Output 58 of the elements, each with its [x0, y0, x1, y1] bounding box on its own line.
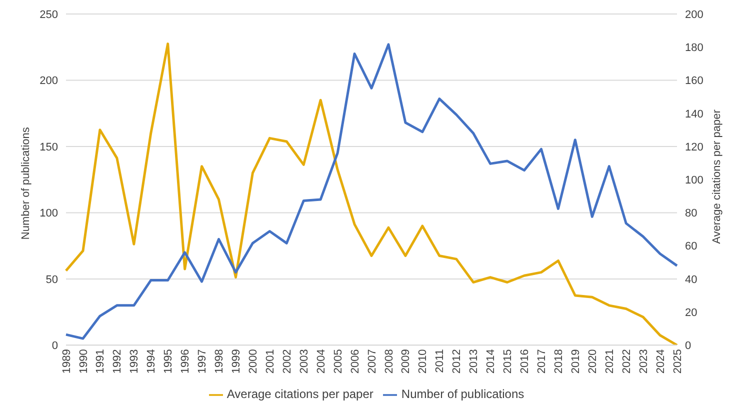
- y2-tick-label: 180: [685, 42, 704, 54]
- x-tick-label: 2002: [281, 349, 294, 374]
- x-tick-label: 2013: [468, 349, 480, 374]
- y2-tick-label: 0: [685, 340, 692, 352]
- x-tick-label: 2019: [570, 349, 582, 374]
- y-axis-title: Number of publications: [20, 126, 32, 240]
- x-tick-label: 2017: [536, 349, 548, 374]
- x-tick-label: 1990: [78, 349, 90, 374]
- y2-tick-label: 40: [685, 274, 698, 286]
- y2-axis-title: Average citations per paper: [710, 109, 723, 244]
- x-tick-label: 1998: [214, 349, 226, 374]
- x-tick-label: 2007: [366, 349, 378, 374]
- y2-tick-label: 160: [685, 75, 704, 88]
- y2-tick-label: 80: [685, 208, 698, 220]
- x-tick-label: 2018: [553, 349, 566, 374]
- x-tick-label: 2024: [654, 349, 667, 374]
- x-tick-label: 2016: [519, 349, 532, 374]
- x-tick-label: 2008: [383, 349, 396, 374]
- y2-tick-label: 60: [685, 240, 698, 253]
- x-tick-label: 2014: [485, 349, 498, 374]
- x-tick-label: 2023: [638, 349, 650, 374]
- x-tick-label: 2022: [620, 349, 633, 374]
- x-tick-label: 2020: [586, 349, 599, 374]
- x-tick-label: 1991: [94, 349, 107, 374]
- y2-tick-label: 140: [685, 108, 704, 120]
- x-tick-label: 2005: [332, 349, 344, 374]
- x-tick-label: 1999: [230, 349, 243, 374]
- y-tick-label: 0: [52, 340, 58, 352]
- x-tick-label: 1989: [60, 349, 73, 374]
- x-tick-label: 2009: [400, 349, 412, 374]
- x-tick-label: 1997: [196, 349, 209, 374]
- legend-label: Average citations per paper: [226, 387, 374, 402]
- x-tick-label: 1996: [180, 349, 192, 374]
- y2-tick-label: 200: [685, 8, 704, 21]
- x-tick-label: 1995: [162, 349, 175, 374]
- x-tick-label: 2001: [264, 349, 276, 374]
- x-tick-label: 1992: [112, 349, 124, 374]
- x-tick-label: 1993: [128, 349, 141, 374]
- x-tick-label: 2006: [349, 349, 362, 374]
- x-tick-label: 1994: [146, 349, 158, 374]
- x-tick-label: 2000: [248, 349, 260, 374]
- x-tick-label: 2021: [604, 349, 616, 374]
- x-tick-label: 2004: [315, 349, 328, 374]
- y-tick-label: 250: [40, 8, 58, 21]
- y2-tick-label: 100: [685, 174, 704, 186]
- x-tick-label: 2015: [502, 349, 514, 374]
- x-tick-label: 2025: [672, 349, 684, 374]
- legend-label: Number of publications: [401, 387, 524, 402]
- x-tick-label: 2011: [434, 349, 446, 373]
- y-tick-label: 150: [40, 141, 58, 154]
- x-tick-label: 2012: [451, 349, 464, 374]
- x-tick-label: 2003: [298, 349, 310, 374]
- x-tick-label: 2010: [417, 349, 430, 374]
- y-tick-label: 100: [40, 208, 58, 220]
- y-tick-label: 50: [46, 274, 58, 286]
- y-tick-label: 200: [40, 75, 58, 88]
- y2-tick-label: 20: [685, 306, 698, 319]
- y2-tick-label: 120: [685, 141, 704, 154]
